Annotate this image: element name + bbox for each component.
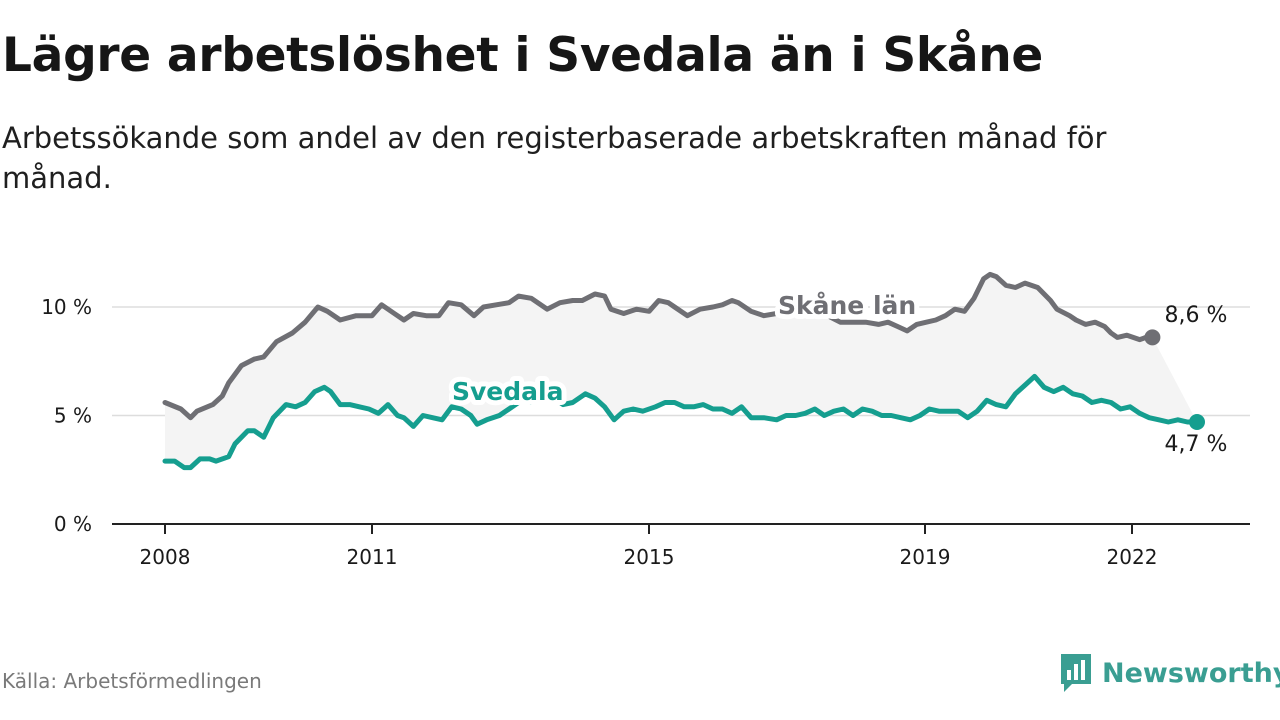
grid-lines: [112, 306, 1250, 417]
series-gap-band: [165, 274, 1197, 468]
newsworthy-logo-icon: [1061, 654, 1091, 692]
end-value-skane: 8,6 %: [1165, 303, 1228, 328]
y-tick-label: 0 %: [54, 512, 92, 536]
x-tick-label: 2019: [900, 545, 951, 569]
endpoint-marker-svedala: [1189, 414, 1205, 431]
brand-logo[interactable]: Newsworthy: [1058, 652, 1280, 694]
x-tick-label: 2022: [1107, 545, 1158, 569]
end-value-svedala: 4,7 %: [1165, 432, 1228, 457]
series-line-svedala: [162, 373, 1200, 471]
chart-labels: 0 % 5 % 10 % 2008 2011 2015 2019 2022 Skåne län S…: [41, 286, 1228, 569]
series-label-skane: Skåne län: [778, 291, 916, 320]
chart-title: Lägre arbetslöshet i Svedala än i Skåne: [2, 28, 1043, 83]
chart-subtitle: Arbetssökande som andel av den registerb…: [2, 121, 1107, 195]
y-tick-label: 5 %: [54, 404, 92, 428]
endpoint-marker-skane: [1144, 329, 1161, 346]
axes: [112, 523, 1250, 534]
series-label-skane-halo: Skåne län: [778, 291, 916, 320]
series-line-skane: [162, 271, 1155, 421]
y-tick-label: 10 %: [41, 295, 92, 319]
series-lines: [162, 271, 1205, 471]
x-tick-label: 2011: [347, 545, 398, 569]
series-label-svedala-halo: Svedala: [452, 377, 563, 406]
brand-name: Newsworthy: [1102, 657, 1280, 689]
x-tick-label: 2008: [140, 545, 191, 569]
x-tick-label: 2015: [624, 545, 675, 569]
gap-band: [165, 274, 1197, 468]
series-label-svedala: Svedala: [452, 377, 563, 406]
source-note: Källa: Arbetsförmedlingen: [2, 669, 262, 693]
